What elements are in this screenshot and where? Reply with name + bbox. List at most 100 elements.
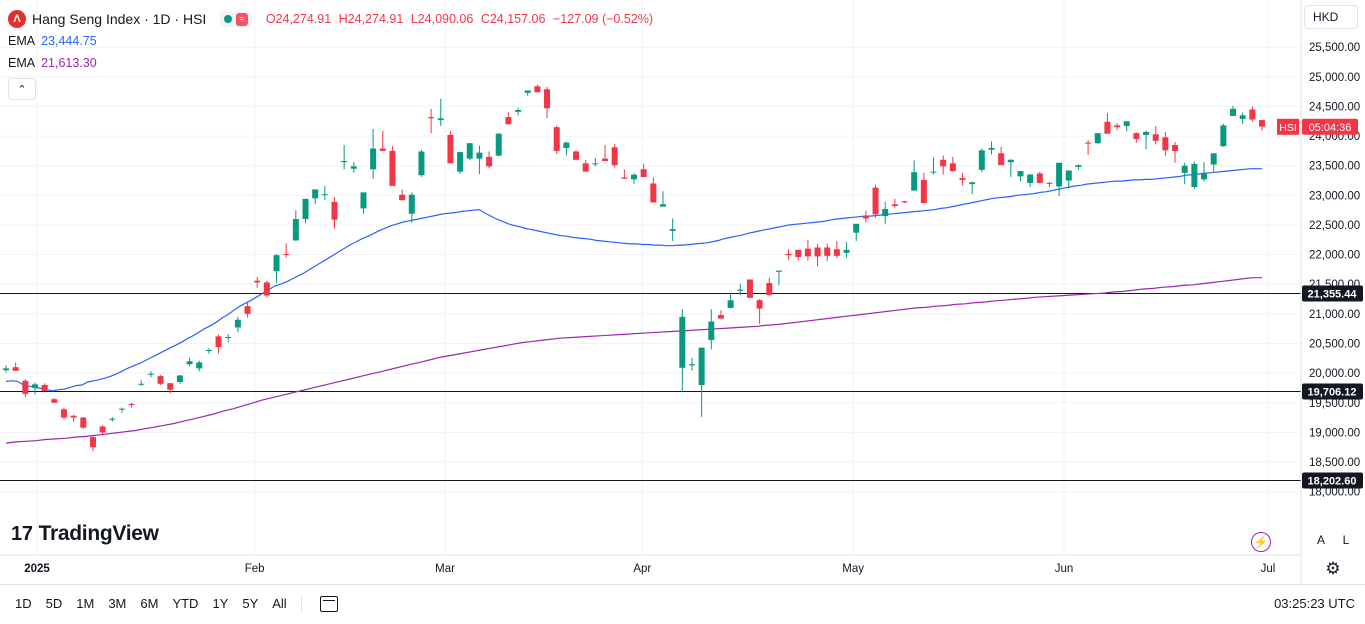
candle-body[interactable] — [553, 127, 560, 151]
candle-body[interactable] — [389, 150, 396, 186]
candle-body[interactable] — [331, 201, 338, 220]
candle-body[interactable] — [1181, 165, 1188, 173]
candle-body[interactable] — [51, 399, 58, 403]
candle-body[interactable] — [22, 380, 29, 394]
candle-body[interactable] — [292, 219, 299, 241]
candle-body[interactable] — [1201, 173, 1208, 180]
lightning-icon[interactable]: ⚡ — [1251, 532, 1271, 552]
candle-body[interactable] — [949, 163, 956, 172]
candle-body[interactable] — [708, 321, 715, 340]
candle-body[interactable] — [940, 159, 947, 167]
range-5d-button[interactable]: 5D — [45, 596, 63, 611]
candle-body[interactable] — [746, 279, 753, 298]
candle-body[interactable] — [582, 163, 589, 172]
candle-body[interactable] — [930, 171, 937, 173]
candle-body[interactable] — [157, 376, 164, 384]
range-ytd-button[interactable]: YTD — [172, 596, 199, 611]
candle-body[interactable] — [225, 336, 232, 338]
candle-body[interactable] — [12, 367, 19, 371]
time-axis[interactable]: 2025 Feb Mar Apr May Jun Jul — [24, 563, 1275, 575]
candle-body[interactable] — [167, 383, 174, 390]
auto-scale-button[interactable]: A — [1316, 533, 1325, 547]
candle-body[interactable] — [911, 172, 918, 191]
candle-body[interactable] — [650, 183, 657, 203]
candle-body[interactable] — [920, 179, 927, 204]
candle-body[interactable] — [833, 249, 840, 256]
candle-body[interactable] — [1239, 115, 1246, 119]
candle-body[interactable] — [1143, 131, 1150, 135]
candle-body[interactable] — [872, 187, 879, 215]
candle-body[interactable] — [959, 178, 966, 180]
utc-clock[interactable]: 03:25:23 UTC — [1274, 596, 1355, 611]
candle-body[interactable] — [515, 110, 522, 112]
candle-body[interactable] — [99, 426, 106, 433]
candle-body[interactable] — [408, 194, 415, 214]
candle-body[interactable] — [621, 177, 628, 179]
candle-body[interactable] — [804, 248, 811, 257]
candle-body[interactable] — [785, 254, 792, 256]
candle-body[interactable] — [302, 198, 309, 220]
candle-body[interactable] — [128, 403, 135, 405]
candle-body[interactable] — [573, 151, 580, 160]
range-all-button[interactable]: All — [272, 596, 287, 611]
candle-body[interactable] — [1249, 109, 1256, 120]
range-1m-button[interactable]: 1M — [76, 596, 95, 611]
ema-fast-row[interactable]: EMA 23,444.75 — [8, 30, 657, 52]
candle-body[interactable] — [1017, 171, 1024, 177]
range-5y-button[interactable]: 5Y — [242, 596, 259, 611]
candle-body[interactable] — [1036, 173, 1043, 183]
candle-body[interactable] — [505, 117, 512, 125]
candle-body[interactable] — [1104, 121, 1111, 134]
candle-body[interactable] — [41, 384, 48, 391]
candle-body[interactable] — [1162, 137, 1169, 151]
candle-body[interactable] — [350, 166, 357, 169]
candle-body[interactable] — [70, 415, 77, 418]
candle-body[interactable] — [495, 133, 502, 156]
candle-body[interactable] — [176, 375, 183, 383]
hang-seng-logo-icon[interactable]: Λ — [8, 10, 26, 28]
price-chart[interactable]: 18,000.00 18,500.00 19,000.00 19,500.00 20,0… — [0, 0, 1365, 584]
candle-body[interactable] — [273, 255, 280, 272]
range-1y-button[interactable]: 1Y — [212, 596, 229, 611]
candle-body[interactable] — [418, 151, 425, 176]
range-1d-button[interactable]: 1D — [15, 596, 32, 611]
candle-body[interactable] — [3, 368, 9, 371]
candle-body[interactable] — [263, 282, 270, 296]
candle-body[interactable] — [370, 148, 377, 170]
candle-body[interactable] — [814, 247, 821, 257]
candle-body[interactable] — [1007, 159, 1014, 163]
candle-body[interactable] — [80, 417, 87, 428]
candle-body[interactable] — [988, 147, 995, 150]
candle-body[interactable] — [534, 86, 541, 93]
candle-body[interactable] — [31, 384, 38, 388]
candle-body[interactable] — [466, 143, 473, 159]
candle-body[interactable] — [244, 306, 251, 314]
candle-body[interactable] — [679, 316, 686, 368]
symbol-title[interactable]: Hang Seng Index · 1D · HSI — [32, 11, 207, 27]
candle-body[interactable] — [843, 249, 850, 253]
candle-body[interactable] — [360, 192, 367, 209]
candle-body[interactable] — [727, 300, 734, 308]
candle-body[interactable] — [1133, 133, 1140, 140]
candle-body[interactable] — [1123, 121, 1130, 127]
currency-button[interactable]: HKD — [1304, 5, 1358, 29]
candle-body[interactable] — [1114, 125, 1121, 128]
candle-body[interactable] — [659, 204, 666, 207]
candle-body[interactable] — [89, 437, 96, 448]
candle-body[interactable] — [1191, 163, 1198, 188]
candle-body[interactable] — [775, 270, 782, 272]
candle-body[interactable] — [563, 142, 570, 148]
candle-body[interactable] — [254, 280, 261, 283]
candle-body[interactable] — [669, 229, 676, 231]
market-status-pill[interactable]: ≈ — [220, 11, 252, 27]
candle-body[interactable] — [698, 347, 705, 385]
candle-body[interactable] — [1085, 142, 1092, 144]
ema-slow-row[interactable]: EMA 21,613.30 — [8, 52, 657, 74]
candle-body[interactable] — [544, 89, 551, 109]
candle-body[interactable] — [1075, 165, 1082, 167]
candle-body[interactable] — [234, 319, 241, 328]
candle-body[interactable] — [215, 336, 222, 348]
log-scale-button[interactable]: L — [1342, 533, 1350, 547]
candle-body[interactable] — [891, 204, 898, 207]
candle-body[interactable] — [1056, 162, 1063, 187]
